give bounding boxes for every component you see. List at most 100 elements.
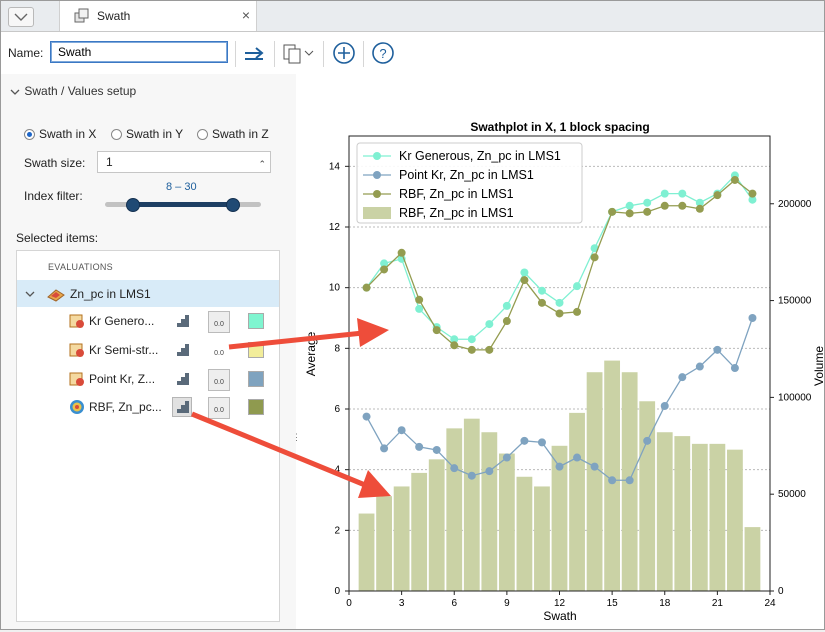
list-item[interactable]: Point Kr, Z... 0.0	[17, 367, 279, 391]
stairs-icon[interactable]	[172, 340, 192, 360]
selected-items-label: Selected items:	[16, 231, 99, 245]
data-point	[748, 314, 757, 322]
legend-label: RBF, Zn_pc in LMS1	[399, 206, 514, 220]
stairs-icon[interactable]	[172, 397, 192, 417]
tree-root-row[interactable]: Zn_pc in LMS1	[17, 280, 279, 307]
radio-label: Swath in X	[39, 127, 97, 141]
radio-button[interactable]	[111, 128, 122, 140]
name-input[interactable]	[50, 41, 228, 63]
add-button[interactable]	[329, 39, 359, 67]
svg-text:0.0: 0.0	[214, 321, 224, 328]
y-axis-label: Average	[304, 331, 318, 376]
bar	[551, 445, 568, 591]
data-point	[555, 309, 564, 318]
index-filter-value: 8 – 30	[166, 181, 197, 193]
data-point	[467, 335, 476, 344]
y-tick-label: 10	[329, 283, 341, 294]
chart-title: Swathplot in X, 1 block spacing	[470, 120, 649, 134]
stairs-icon[interactable]	[172, 311, 192, 331]
list-item[interactable]: RBF, Zn_pc... 0.0	[17, 395, 279, 419]
data-point	[730, 175, 739, 184]
kriging-icon	[69, 313, 85, 332]
bar	[516, 476, 533, 591]
slider-range-fill	[131, 202, 231, 207]
data-point	[432, 445, 441, 454]
list-item[interactable]: Kr Semi-str... 0.0	[17, 338, 279, 362]
data-point	[467, 471, 476, 480]
data-point	[713, 345, 722, 354]
color-swatch[interactable]	[248, 342, 264, 358]
x-tick-label: 6	[451, 598, 457, 609]
y-tick-label: 6	[334, 404, 340, 415]
slider-high-handle[interactable]	[226, 198, 240, 212]
radio-swath-z[interactable]: Swath in Z	[197, 127, 269, 141]
value-format-button[interactable]: 0.0	[208, 397, 230, 419]
list-item[interactable]: Kr Genero... 0.0	[17, 309, 279, 333]
value-format-button[interactable]: 0.0	[208, 369, 230, 391]
data-point	[415, 304, 424, 313]
radio-swath-x[interactable]: Swath in X	[24, 127, 96, 141]
x-axis-label: Swath	[543, 609, 576, 623]
swath-size-label: Swath size:	[24, 156, 86, 170]
data-point	[397, 248, 406, 257]
export-arrow-icon	[245, 47, 264, 60]
data-point	[502, 301, 511, 310]
tab-swath[interactable]: Swath ×	[59, 1, 257, 31]
x-tick-label: 21	[712, 598, 724, 609]
list-item-label: Point Kr, Z...	[89, 372, 156, 386]
bar	[727, 449, 743, 591]
data-point	[432, 326, 441, 335]
data-point	[573, 453, 582, 462]
chevron-down-icon[interactable]	[24, 289, 36, 299]
data-point	[450, 464, 459, 473]
color-swatch[interactable]	[248, 371, 264, 387]
bar	[586, 372, 603, 591]
copy-button[interactable]	[281, 39, 314, 67]
y2-tick-label: 150000	[778, 296, 812, 307]
list-item-label: Kr Semi-str...	[89, 343, 159, 357]
data-point	[678, 189, 687, 198]
radio-button[interactable]	[24, 128, 35, 140]
data-point	[643, 436, 652, 445]
bar	[534, 486, 550, 591]
toolbar-divider	[363, 41, 364, 67]
setup-section-header[interactable]: Swath / Values setup	[9, 84, 136, 98]
stairs-icon[interactable]	[172, 369, 192, 389]
swath-size-input[interactable]: 1 ⌃	[97, 151, 271, 173]
data-point	[643, 207, 652, 216]
value-format-button[interactable]: 0.0	[208, 311, 230, 333]
data-point	[590, 244, 599, 253]
bar	[376, 496, 392, 591]
y-tick-label: 8	[334, 343, 340, 354]
data-point	[415, 295, 424, 304]
help-button[interactable]: ?	[368, 39, 398, 67]
data-point	[695, 198, 704, 207]
tab-title: Swath	[97, 9, 131, 23]
radio-button[interactable]	[197, 128, 208, 140]
collapse-button[interactable]	[8, 7, 34, 27]
bar	[428, 459, 445, 591]
data-point	[485, 320, 494, 329]
y2-tick-label: 200000	[778, 199, 812, 210]
close-icon[interactable]: ×	[241, 7, 250, 23]
bar	[463, 418, 480, 591]
spinner-up-icon[interactable]: ⌃	[258, 159, 266, 169]
x-tick-label: 15	[607, 598, 619, 609]
export-button[interactable]	[239, 39, 269, 67]
x-tick-label: 9	[504, 598, 510, 609]
color-swatch[interactable]	[248, 399, 264, 415]
data-point	[450, 341, 459, 350]
radio-swath-y[interactable]: Swath in Y	[111, 127, 183, 141]
svg-text:0.0: 0.0	[214, 407, 224, 414]
data-point	[590, 253, 599, 262]
slider-low-handle[interactable]	[126, 198, 140, 212]
setup-section-title: Swath / Values setup	[24, 84, 137, 98]
value-format-button[interactable]: 0.0	[208, 340, 228, 360]
legend-label: Point Kr, Zn_pc in LMS1	[399, 168, 534, 182]
add-circle-icon	[333, 42, 355, 64]
color-swatch[interactable]	[248, 313, 264, 329]
data-point	[502, 317, 511, 326]
index-filter-slider[interactable]	[105, 198, 261, 212]
data-point	[625, 209, 634, 218]
